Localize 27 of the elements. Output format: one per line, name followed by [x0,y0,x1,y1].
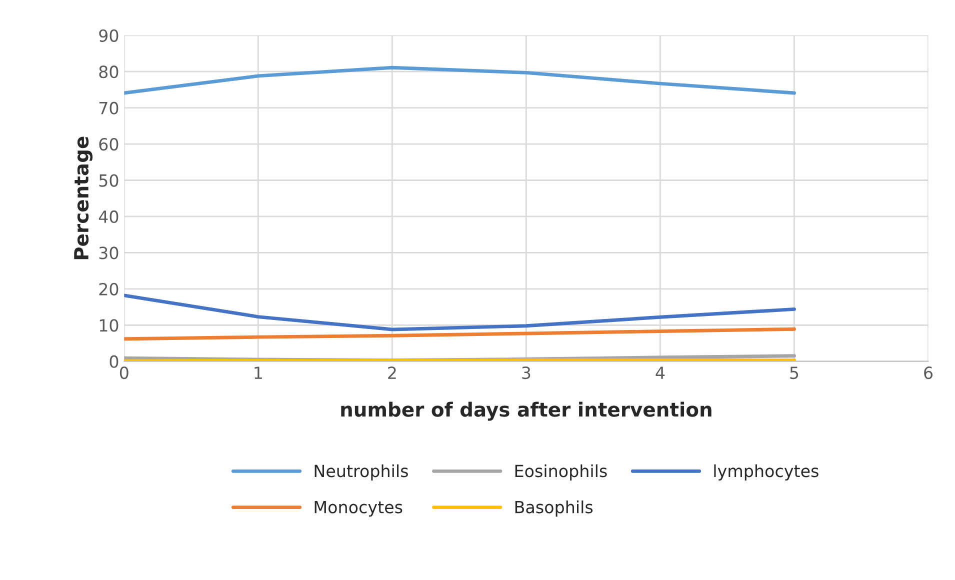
legend-label: Neutrophils [314,464,408,480]
legend-label: lymphocytes [714,464,818,480]
y-tick-label: 30 [99,246,118,260]
legend-label: Eosinophils [515,464,607,480]
x-tick-label: 4 [656,366,665,379]
x-tick-label: 1 [254,366,262,379]
y-tick-label: 20 [99,282,118,296]
y-tick-label: 50 [99,174,118,187]
x-tick-label: 2 [388,366,396,379]
y-tick-label: 40 [98,210,118,224]
line-series [124,294,796,332]
x-tick-label: 5 [790,366,798,380]
x-tick-label: 3 [522,366,530,380]
x-axis-title: number of days after intervention [341,402,712,421]
line-series [124,327,796,341]
y-tick-label: 70 [99,102,118,114]
y-tick-label: 60 [99,138,118,151]
legend-label: Basophils [515,500,593,517]
y-axis-title: Percentage [74,136,93,260]
legend-label: Monocytes [314,500,402,517]
x-tick-label: 6 [924,366,933,380]
y-tick-label: 90 [99,29,118,42]
x-tick-label: 0 [120,366,128,380]
y-tick-label: 10 [100,319,118,332]
y-tick-label: 0 [110,355,118,368]
y-tick-label: 80 [99,66,118,78]
line-series [124,66,796,95]
